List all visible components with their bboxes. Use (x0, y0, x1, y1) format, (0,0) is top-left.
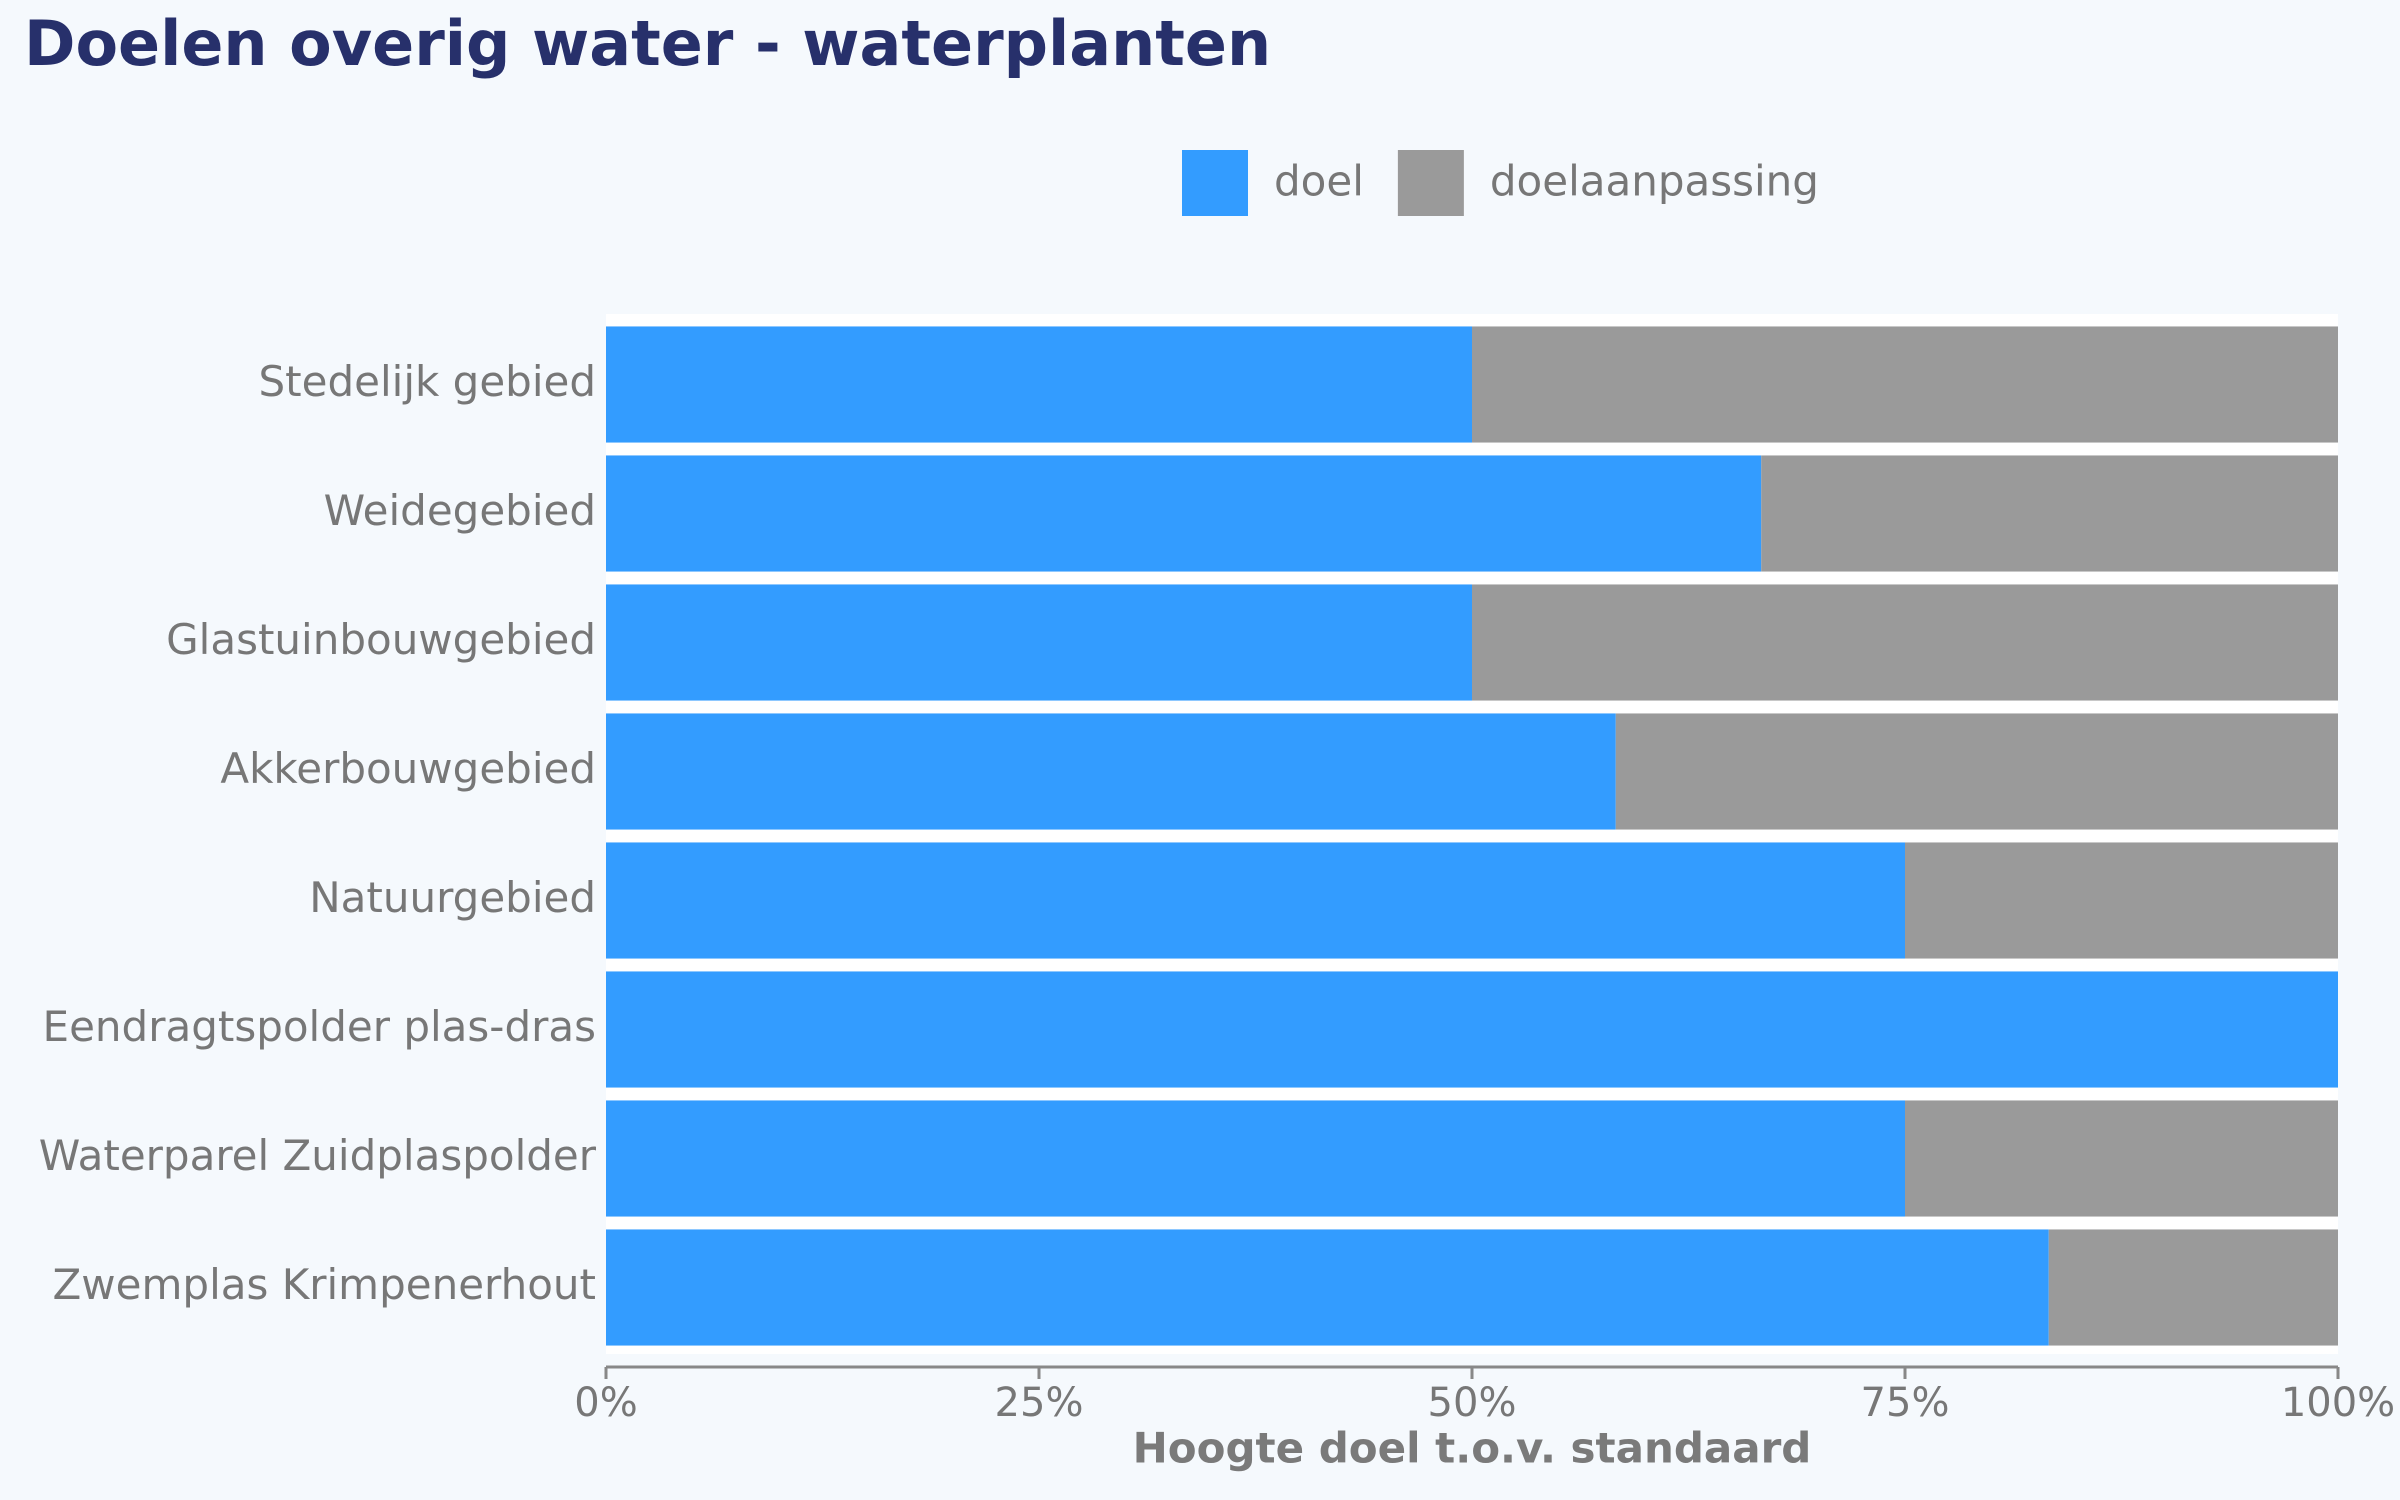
x-tick-label: 50% (1428, 1380, 1517, 1426)
bar-segment (606, 971, 2338, 1088)
bar-segment (1472, 326, 2338, 443)
legend-label: doel (1274, 157, 1364, 206)
x-tick-label: 75% (1861, 1380, 1950, 1426)
legend-label: doelaanpassing (1490, 157, 1819, 206)
bar-segment (606, 455, 1762, 572)
chart-title: Doelen overig water - waterplanten (24, 7, 1271, 80)
bar-segment (1761, 455, 2338, 572)
bar-segment (2048, 1229, 2338, 1346)
y-tick-label: Akkerbouwgebied (220, 744, 596, 793)
x-tick-label: 25% (995, 1380, 1084, 1426)
y-tick-label: Zwemplas Krimpenerhout (53, 1260, 596, 1309)
bar-segment (1472, 584, 2338, 701)
bar-segment (606, 326, 1472, 443)
y-tick-label: Natuurgebied (309, 873, 596, 922)
x-axis-title: Hoogte doel t.o.v. standaard (1133, 1424, 1812, 1473)
x-tick-label: 100% (2281, 1380, 2395, 1426)
y-tick-label: Eendragtspolder plas-dras (43, 1002, 596, 1051)
legend-swatch (1182, 150, 1248, 216)
y-tick-label: Weidegebied (324, 486, 596, 535)
y-tick-label: Glastuinbouwgebied (166, 615, 596, 664)
bar-segment (1905, 842, 2338, 959)
x-tick-label: 0% (574, 1380, 637, 1426)
bar-segment (606, 713, 1616, 830)
y-tick-label: Stedelijk gebied (259, 357, 596, 406)
bar-segment (606, 842, 1905, 959)
bar-segment (606, 1229, 2049, 1346)
bar-segment (606, 1100, 1905, 1217)
y-tick-label: Waterparel Zuidplaspolder (39, 1131, 597, 1180)
bar-segment (606, 584, 1472, 701)
bar-segment (1615, 713, 2338, 830)
bar-segment (1905, 1100, 2338, 1217)
legend-swatch (1397, 150, 1464, 216)
